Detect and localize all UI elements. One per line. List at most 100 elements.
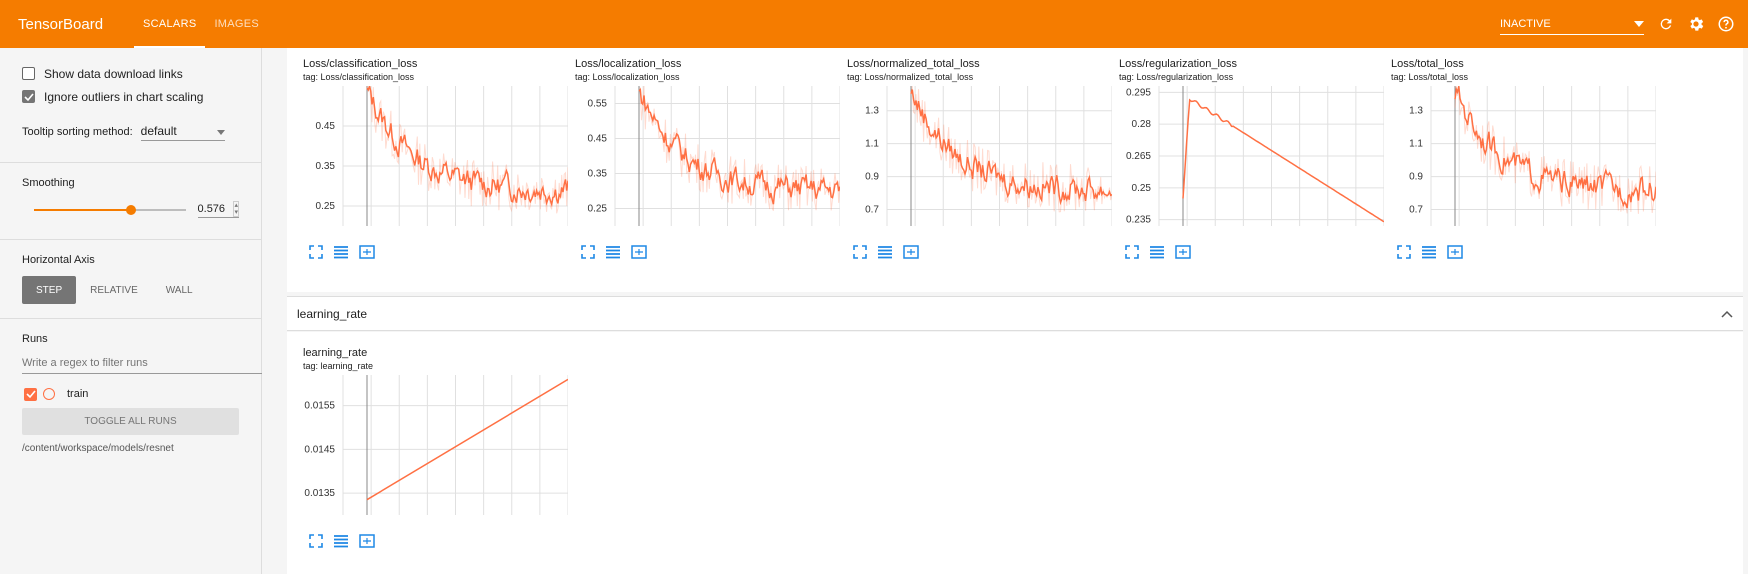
chart-title: Loss/normalized_total_loss (847, 58, 980, 70)
fullscreen-icon[interactable] (853, 245, 867, 259)
refresh-icon[interactable] (1652, 10, 1680, 38)
run-filter-input[interactable] (22, 353, 262, 374)
dashboard-select-value: INACTIVE (1500, 17, 1551, 30)
fit-domain-icon[interactable] (1175, 245, 1191, 259)
settings-gear-icon[interactable] (1682, 10, 1710, 38)
fit-domain-icon[interactable] (903, 245, 919, 259)
chart-controls (853, 245, 1112, 259)
y-tick-label: 0.25 (1132, 183, 1152, 194)
run-color-circle-icon[interactable] (43, 388, 55, 400)
ignore-outliers-label: Ignore outliers in chart scaling (44, 89, 204, 104)
smoothing-slider-fill (34, 208, 131, 211)
fit-domain-icon[interactable] (631, 245, 647, 259)
chart-tag: tag: learning_rate (303, 361, 374, 371)
smoothing-label: Smoothing (22, 177, 75, 189)
chart-plot[interactable]: 0.0155 0.0145 0.0135 (303, 375, 568, 520)
chart-tag: tag: Loss/normalized_total_loss (847, 72, 974, 82)
chart-loss-classification-loss[interactable]: Loss/classification_loss tag: Loss/classi… (303, 58, 568, 259)
run-row-train[interactable]: train (22, 386, 239, 402)
chart-controls (309, 245, 568, 259)
ignore-outliers-checkbox[interactable]: Ignore outliers in chart scaling (22, 85, 239, 108)
y-tick-label: 0.25 (316, 201, 336, 212)
y-tick-label: 0.25 (588, 204, 608, 215)
y-tick-label: 1.1 (1409, 139, 1423, 150)
y-tick-label: 1.3 (1409, 106, 1423, 117)
smoothing-input[interactable]: 0.576 ▴ ▾ (197, 201, 239, 218)
tab-scalars[interactable]: SCALARS (134, 0, 206, 48)
chart-title: Loss/total_loss (1391, 58, 1464, 70)
axis-step-button[interactable]: STEP (22, 276, 77, 304)
run-checkbox[interactable] (24, 387, 37, 401)
chart-loss-localization-loss[interactable]: Loss/localization_loss tag: Loss/localiza… (575, 58, 840, 259)
horizontal-axis-label: Horizontal Axis (22, 254, 95, 266)
smoothing-slider[interactable] (34, 203, 186, 217)
chart-title: Loss/classification_loss (303, 58, 418, 70)
smoothing-value: 0.576 (197, 203, 226, 215)
y-tick-label: 0.0145 (304, 444, 335, 455)
y-tick-label: 0.45 (588, 134, 608, 145)
y-tick-label: 1.1 (865, 139, 879, 150)
chart-plot[interactable]: 0.295 0.28 0.265 0.25 0.235 (1119, 86, 1384, 231)
chart-plot[interactable]: 1.3 1.1 0.9 0.7 (847, 86, 1112, 231)
axis-relative-button[interactable]: RELATIVE (90, 284, 138, 296)
tab-images[interactable]: IMAGES (214, 18, 260, 30)
fit-domain-icon[interactable] (1447, 245, 1463, 259)
smoothed-series-line[interactable] (638, 88, 840, 205)
chevron-up-icon[interactable] (1721, 307, 1733, 321)
chart-title: Loss/localization_loss (575, 58, 682, 70)
toggle-log-scale-icon[interactable] (1149, 245, 1165, 259)
chart-learning-rate[interactable]: learning_rate tag: learning_rate 0.0155 0.0… (303, 347, 568, 548)
toggle-all-runs-button[interactable]: TOGGLE ALL RUNS (22, 408, 239, 435)
smoothed-series-line[interactable] (910, 89, 1112, 206)
dashboard-select[interactable]: INACTIVE (1500, 14, 1644, 35)
chart-tag: tag: Loss/localization_loss (575, 72, 680, 82)
y-tick-label: 0.9 (865, 172, 879, 183)
caret-down-icon (1634, 18, 1644, 30)
chart-loss-normalized-total-loss[interactable]: Loss/normalized_total_loss tag: Loss/norm… (847, 58, 1112, 259)
toggle-log-scale-icon[interactable] (333, 534, 349, 548)
spinner-icon[interactable]: ▴ ▾ (233, 201, 239, 217)
chart-plot[interactable]: 0.55 0.45 0.35 0.25 (575, 86, 840, 231)
help-icon[interactable] (1712, 10, 1740, 38)
y-tick-label: 0.7 (865, 205, 879, 216)
toggle-log-scale-icon[interactable] (333, 245, 349, 259)
y-tick-label: 0.265 (1126, 151, 1151, 162)
chart-title: Loss/regularization_loss (1119, 58, 1238, 70)
fit-domain-icon[interactable] (359, 245, 375, 259)
smoothed-series-line[interactable] (366, 86, 568, 208)
fullscreen-icon[interactable] (309, 245, 323, 259)
fullscreen-icon[interactable] (1125, 245, 1139, 259)
group-header-learning-rate[interactable]: learning_rate (287, 296, 1743, 331)
y-tick-label: 0.35 (588, 169, 608, 180)
fullscreen-icon[interactable] (309, 534, 323, 548)
raw-series-line (1454, 86, 1656, 214)
chart-plot[interactable]: 1.3 1.1 0.9 0.7 (1391, 86, 1656, 231)
sidebar: Show data download links Ignore outliers… (0, 48, 262, 574)
show-download-links-label: Show data download links (44, 66, 183, 81)
smoothed-series-line[interactable] (1454, 86, 1656, 209)
chart-controls (1125, 245, 1384, 259)
toggle-log-scale-icon[interactable] (1421, 245, 1437, 259)
fullscreen-icon[interactable] (581, 245, 595, 259)
top-app-bar: TensorBoard SCALARS IMAGES INACTIVE (0, 0, 1748, 48)
series-line[interactable] (1182, 98, 1384, 223)
y-tick-label: 0.45 (316, 121, 336, 132)
chart-plot[interactable]: 0.45 0.35 0.25 (303, 86, 568, 231)
axis-wall-button[interactable]: WALL (165, 284, 193, 296)
tooltip-sorting-label: Tooltip sorting method: (22, 125, 133, 138)
chart-loss-total-loss[interactable]: Loss/total_loss tag: Loss/total_loss 1.3 1.… (1391, 58, 1656, 259)
checkbox-unchecked[interactable] (22, 67, 35, 80)
y-tick-label: 0.235 (1126, 215, 1151, 226)
fit-domain-icon[interactable] (359, 534, 375, 548)
chart-loss-regularization-loss[interactable]: Loss/regularization_loss tag: Loss/regula… (1119, 58, 1384, 259)
toggle-log-scale-icon[interactable] (877, 245, 893, 259)
checkbox-checked[interactable] (22, 90, 35, 103)
toggle-log-scale-icon[interactable] (605, 245, 621, 259)
smoothing-slider-thumb[interactable] (125, 204, 136, 215)
tooltip-sorting-select[interactable]: default (140, 122, 225, 141)
dashboard-tabs: SCALARS IMAGES (134, 0, 268, 48)
tooltip-sorting-value: default (140, 124, 177, 138)
fullscreen-icon[interactable] (1397, 245, 1411, 259)
show-download-links-checkbox[interactable]: Show data download links (22, 62, 239, 85)
series-line[interactable] (366, 378, 568, 501)
